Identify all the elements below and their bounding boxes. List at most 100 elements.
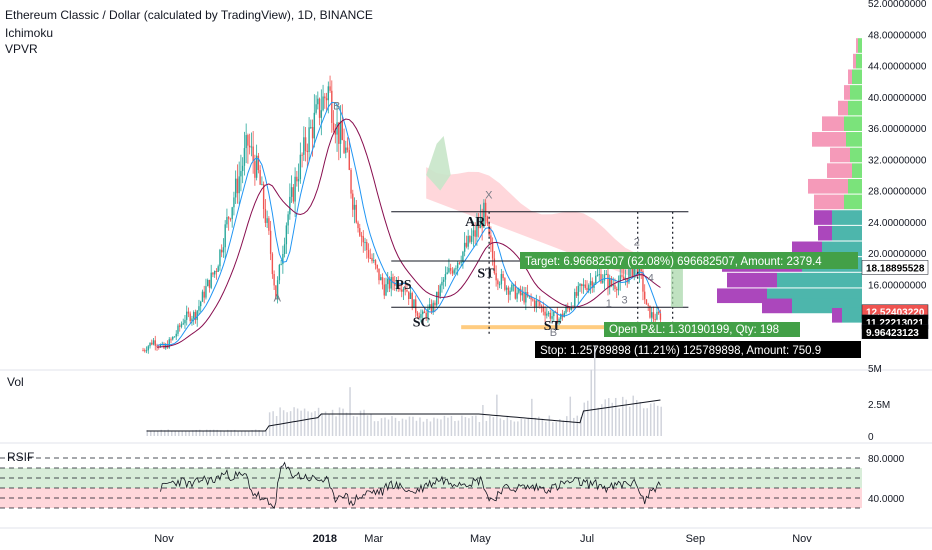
volume-bar (649, 403, 652, 436)
vpvr-bar-up (846, 132, 862, 147)
candle-body (217, 266, 219, 272)
volume-bar (345, 412, 348, 436)
volume-bar (363, 409, 365, 436)
candle-body (602, 280, 604, 283)
volume-bar (436, 418, 439, 436)
volume-bar (412, 416, 414, 436)
candle-body (413, 299, 415, 308)
candle-body (411, 292, 413, 308)
candle-body (612, 285, 614, 287)
candle-body (327, 86, 330, 101)
candle-body (458, 262, 461, 264)
candle-body (408, 291, 410, 299)
candle-body (455, 268, 457, 270)
volume-bar (433, 417, 435, 436)
candle-body (383, 284, 385, 296)
volume-bar (349, 387, 351, 436)
wyckoff-label: ST (544, 319, 562, 334)
candle-body (241, 165, 244, 172)
candle-body (353, 204, 356, 210)
candle-body (558, 319, 560, 324)
vpvr-bar-purple (832, 307, 842, 323)
candle-body (390, 277, 392, 289)
candle-body (341, 121, 343, 140)
volume-bar (359, 410, 362, 436)
candle-body (456, 262, 459, 269)
vpvr-bar-up (856, 53, 862, 69)
candle-body (210, 272, 212, 288)
vpvr-bar-up (848, 100, 862, 116)
volume-bar (398, 421, 400, 436)
candle-body (423, 311, 426, 314)
candle-body (159, 344, 162, 348)
candle-body (546, 313, 548, 316)
chart-title: Ethereum Classic / Dollar (calculated by… (5, 8, 373, 22)
volume-bar (653, 402, 655, 436)
candle-body (416, 312, 419, 316)
volume-bar (394, 417, 397, 436)
volume-bar (628, 406, 631, 436)
volume-bar (247, 430, 250, 436)
candle-body (257, 155, 260, 171)
volume-bar (478, 422, 481, 436)
point-label: 4 (648, 272, 654, 284)
candle-body (212, 272, 214, 275)
volume-bar (440, 419, 442, 436)
candle-body (268, 218, 270, 231)
volume-bar (170, 430, 173, 436)
volume-bar (195, 429, 197, 436)
volume-bar (639, 401, 641, 436)
candle-body (498, 284, 501, 286)
candle-body (427, 308, 429, 318)
candle-body (460, 262, 462, 264)
candle-body (516, 292, 518, 299)
volume-bar (275, 416, 278, 436)
indicator-vpvr-label[interactable]: VPVR (5, 42, 38, 56)
target-label-text: Target: 6.96682507 (62.08%) 696682507, A… (525, 256, 822, 268)
candle-body (420, 314, 422, 318)
candle-body (269, 230, 272, 254)
volume-bar (499, 418, 502, 436)
candle-body (579, 284, 581, 286)
candle-body (339, 121, 342, 144)
candle-body (179, 325, 181, 327)
candle-body (152, 340, 155, 345)
volume-bar (321, 413, 323, 436)
candle-body (182, 323, 184, 325)
candle-body (381, 277, 384, 285)
price-badge-text: 9.96423123 (866, 328, 919, 339)
candle-body (245, 135, 247, 149)
candle-body (259, 170, 261, 185)
candle-body (532, 299, 534, 301)
volume-bar (177, 431, 180, 436)
volume-bar (604, 399, 606, 436)
candle-body (290, 187, 293, 197)
vpvr-bar-teal (777, 272, 862, 288)
candle-body (175, 333, 177, 337)
candle-body (331, 90, 333, 123)
candle-body (518, 288, 520, 293)
candle-body (628, 269, 630, 283)
price-badge-9: 9.96423123 (861, 324, 929, 340)
volume-bar (328, 413, 330, 436)
candle-body (360, 235, 363, 237)
volume-bar (454, 421, 456, 436)
candle-body (556, 312, 558, 324)
candle-body (654, 319, 656, 321)
volume-bar (366, 415, 369, 436)
candle-body (250, 146, 253, 148)
candle-body (401, 289, 403, 292)
volume-bar (415, 420, 418, 436)
indicator-ichimoku-label[interactable]: Ichimoku (5, 26, 54, 40)
price-tick-label: 16.00000000 (868, 281, 927, 292)
candle-body (345, 147, 347, 153)
candle-body (644, 291, 646, 300)
candle-body (303, 137, 305, 155)
volume-bar (373, 421, 376, 436)
candle-body (544, 311, 546, 316)
candle-body (449, 268, 452, 271)
candle-body (528, 296, 531, 298)
candle-body (633, 268, 635, 277)
volume-bar (219, 430, 222, 436)
